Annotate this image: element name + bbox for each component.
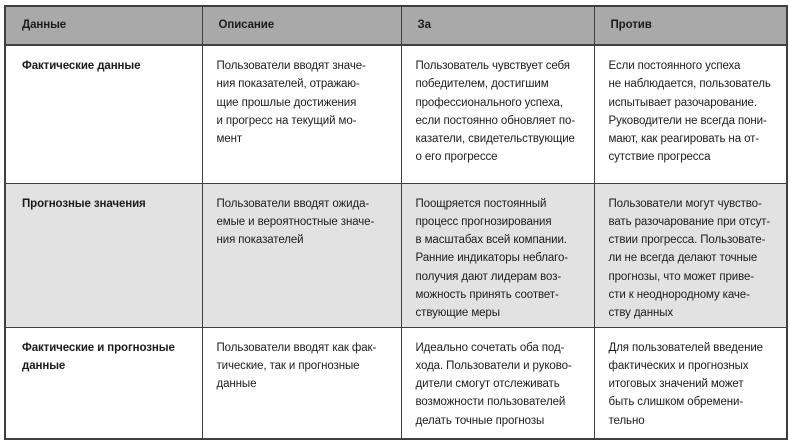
- cell-description: Пользователи вводят значе- ния показател…: [201, 44, 402, 184]
- column-header-cons: Против: [593, 5, 788, 46]
- cell-pros: Поощряется постоянный процесс прогнозиро…: [400, 182, 595, 328]
- row-header: Фактические данные: [4, 44, 203, 184]
- cell-cons: Пользователи могут чувство- вать разочар…: [593, 182, 788, 328]
- table-row-factual-and-forecast: Фактические и прогнозные данные Пользова…: [4, 326, 788, 440]
- column-header-pros: За: [400, 5, 595, 46]
- column-header-data: Данные: [4, 5, 203, 46]
- table-row-forecast-values: Прогнозные значения Пользователи вводят …: [4, 182, 788, 328]
- column-header-description: Описание: [201, 5, 402, 46]
- data-comparison-table: Данные Описание За Против Фактические да…: [4, 5, 788, 441]
- row-header: Прогнозные значения: [4, 182, 203, 328]
- cell-cons: Для пользователей введение фактических и…: [593, 326, 788, 440]
- cell-pros: Идеально сочетать оба под- хода. Пользов…: [400, 326, 595, 440]
- header-row: Данные Описание За Против: [4, 5, 788, 46]
- cell-description: Пользователи вводят ожида- емые и вероят…: [201, 182, 402, 328]
- cell-pros: Пользователь чувствует себя победителем,…: [400, 44, 595, 184]
- row-header: Фактические и прогнозные данные: [4, 326, 203, 440]
- table-row-factual-data: Фактические данные Пользователи вводят з…: [4, 44, 788, 184]
- cell-description: Пользователи вводят как фак- тические, т…: [201, 326, 402, 440]
- cell-cons: Если постоянного успеха не наблюдается, …: [593, 44, 788, 184]
